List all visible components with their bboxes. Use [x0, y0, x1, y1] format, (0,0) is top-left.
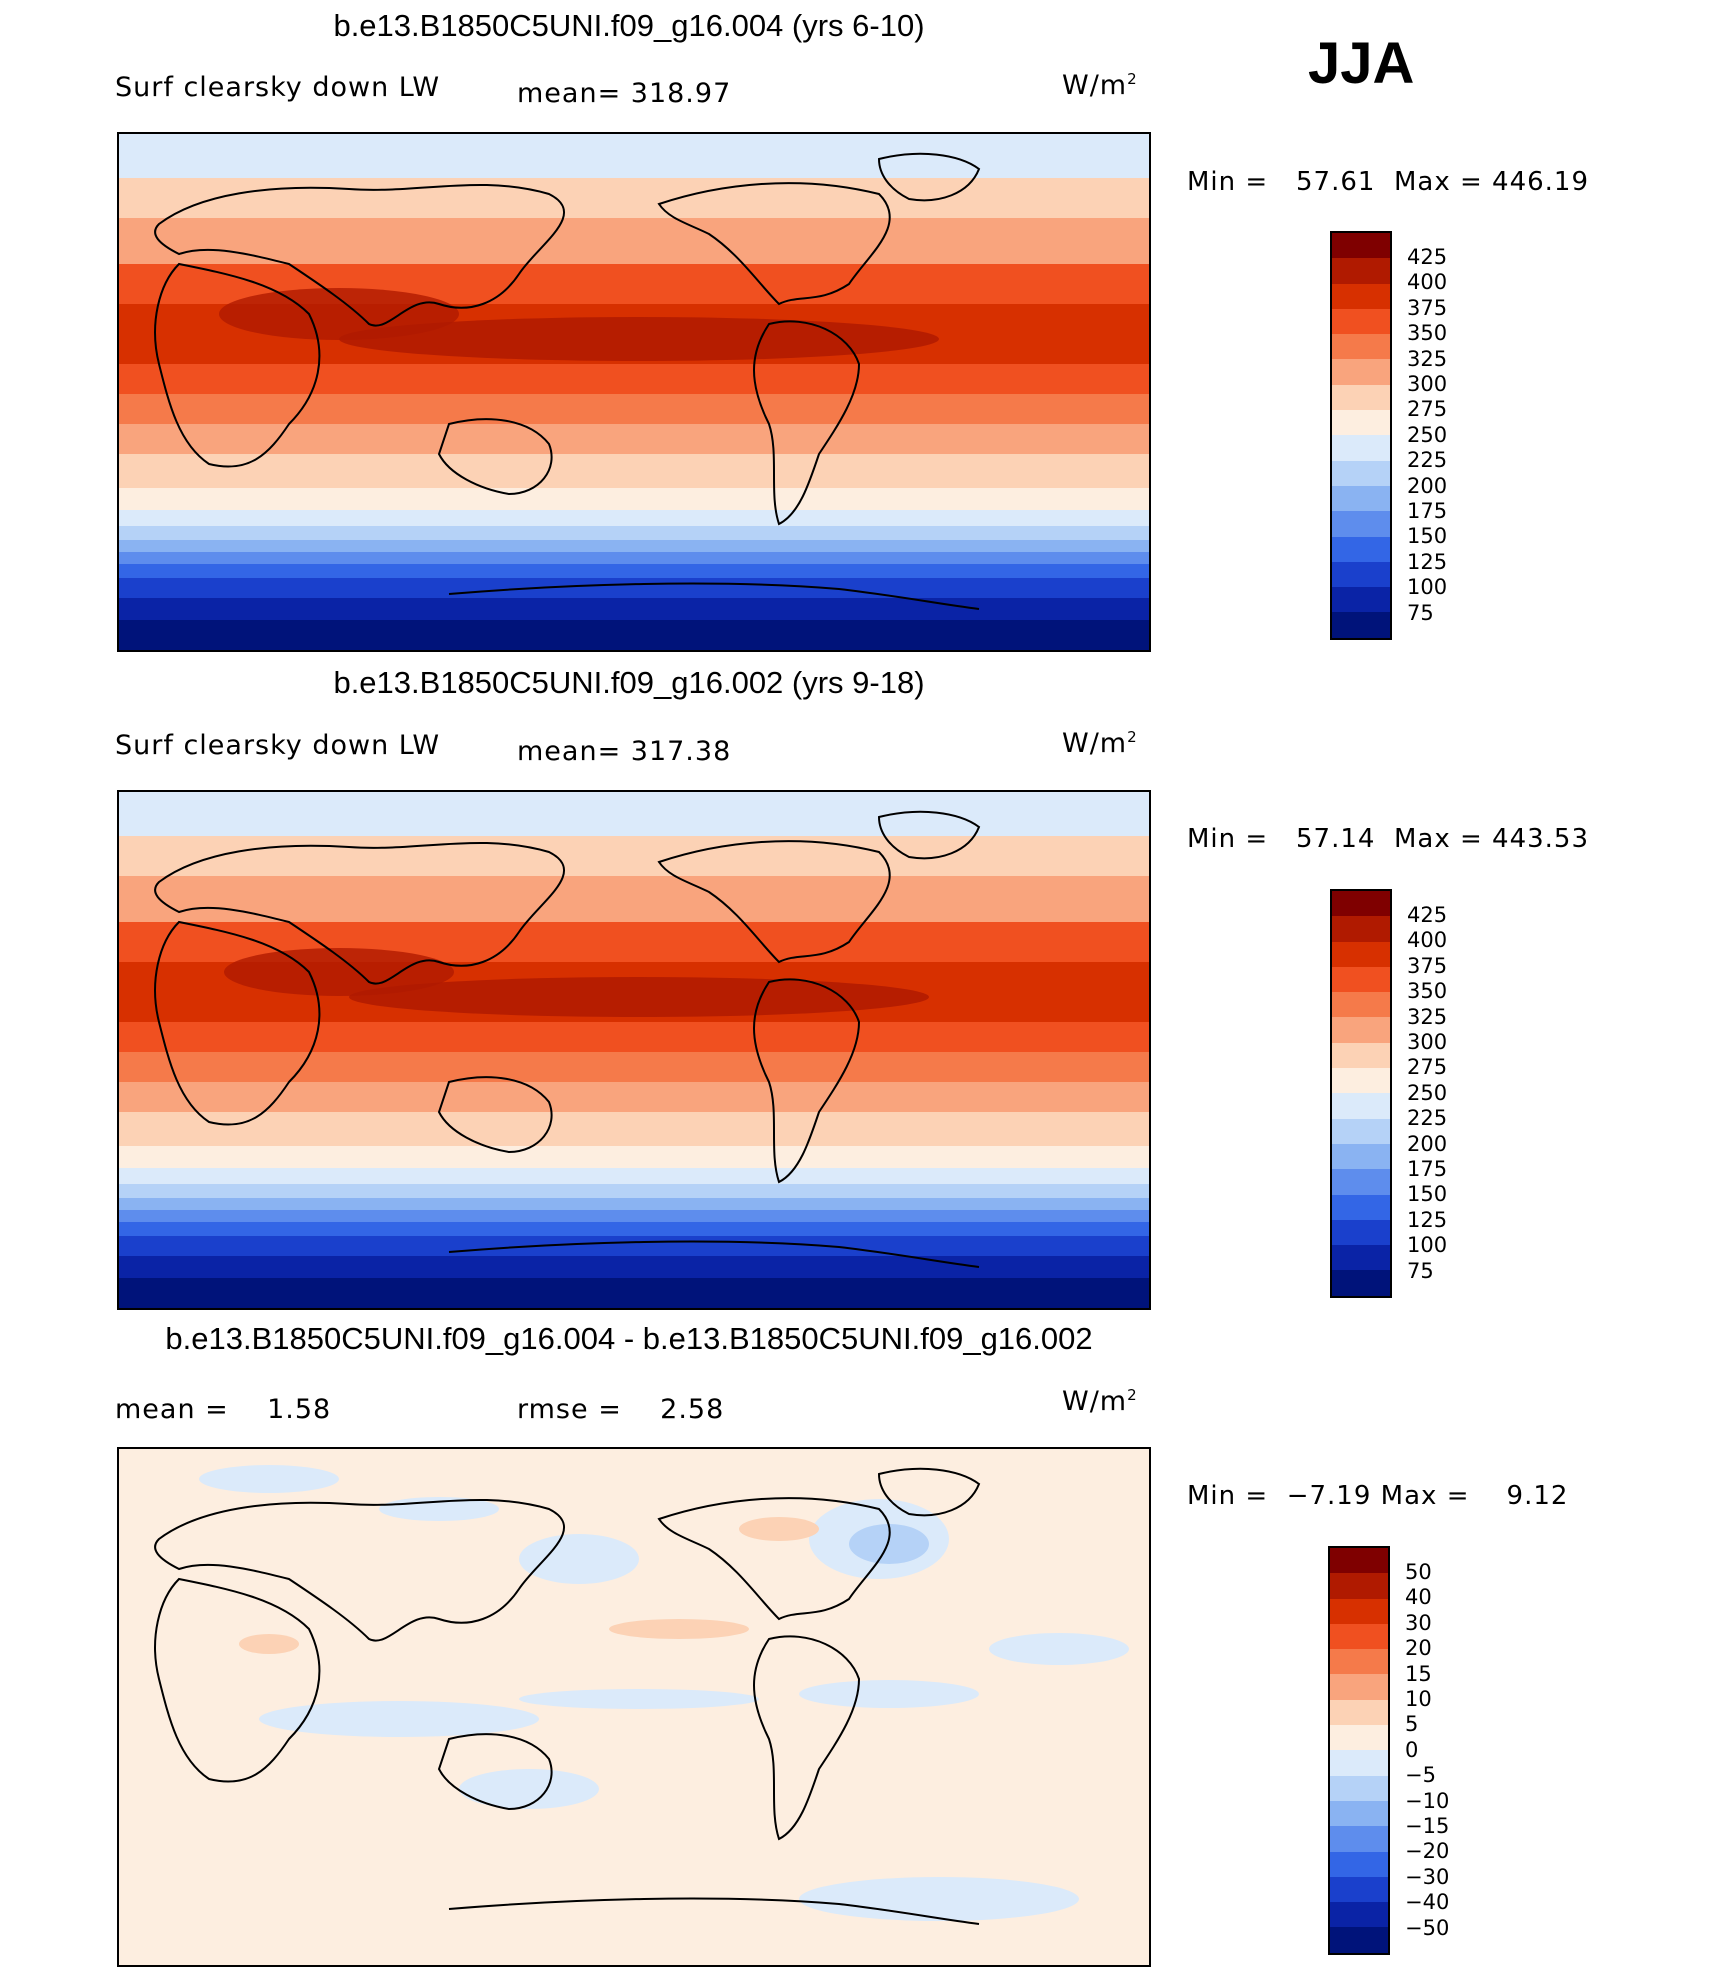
panel3-title: b.e13.B1850C5UNI.f09_g16.004 - b.e13.B18…	[165, 1321, 1093, 1356]
panel2-variable: Surf clearsky down LW	[115, 730, 441, 761]
panel1-map	[117, 132, 1151, 652]
panel3-colorbar-labels: 50 40 30 20 15 10 5 0 −5 −10 −15 −20 −30 −40 −50	[1405, 1560, 1450, 1940]
panel3-mean: mean = 1.58	[115, 1394, 332, 1425]
panel1-field	[119, 134, 1149, 650]
panel2-minmax: Min = 57.14 Max = 443.53	[1187, 824, 1590, 854]
panel3-minmax: Min = −7.19 Max = 9.12	[1187, 1481, 1569, 1511]
panel3-colorbar	[1328, 1546, 1390, 1955]
panel3-map	[117, 1447, 1151, 1967]
panel1-colorbar-labels: 425 400 375 350 325 300 275 250 225 200 175 150 …	[1407, 245, 1448, 625]
panel3-field	[119, 1449, 1149, 1965]
panel1-mean: mean= 318.97	[517, 78, 732, 109]
panel1-minmax: Min = 57.61 Max = 446.19	[1187, 167, 1590, 197]
panel1-colorbar	[1330, 231, 1392, 640]
panel1-title: b.e13.B1850C5UNI.f09_g16.004 (yrs 6-10)	[333, 8, 925, 43]
panel2-colorbar	[1330, 889, 1392, 1298]
panel2-field	[119, 792, 1149, 1308]
season-label: JJA	[1308, 31, 1415, 96]
panel2-colorbar-labels: 425 400 375 350 325 300 275 250 225 200 175 150 …	[1407, 903, 1448, 1283]
panel3-rmse: rmse = 2.58	[517, 1394, 725, 1425]
panel3-units: W/m2	[1062, 1386, 1138, 1417]
panel1-variable: Surf clearsky down LW	[115, 72, 441, 103]
panel2-mean: mean= 317.38	[517, 736, 732, 767]
panel1-units: W/m2	[1062, 70, 1138, 101]
panel2-map	[117, 790, 1151, 1310]
panel2-title: b.e13.B1850C5UNI.f09_g16.002 (yrs 9-18)	[333, 665, 925, 700]
panel2-units: W/m2	[1062, 728, 1138, 759]
